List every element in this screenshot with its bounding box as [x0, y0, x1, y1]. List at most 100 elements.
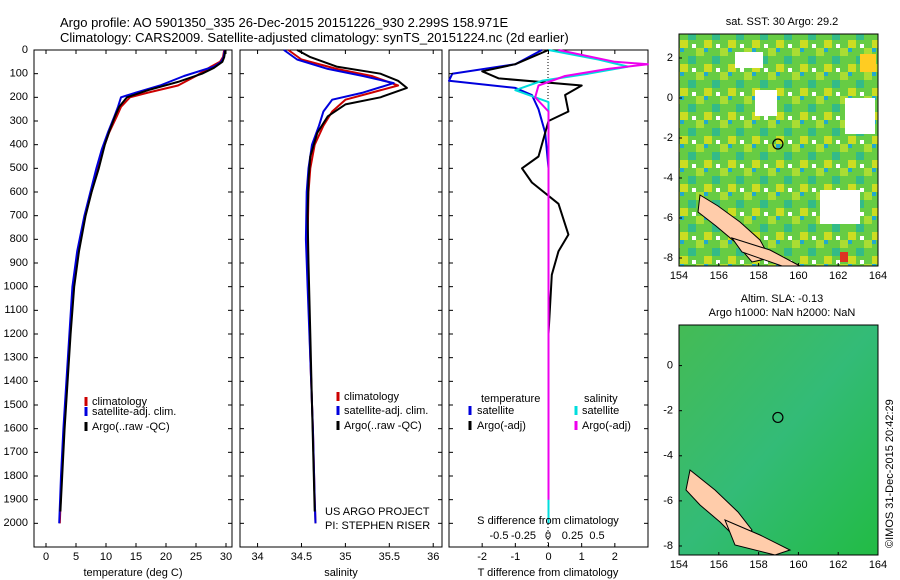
map-y-tick-label: 0: [667, 359, 673, 371]
map-x-tick-label: 162: [829, 270, 847, 282]
map-y-tick-label: -8: [663, 252, 673, 264]
argo-location-marker: [772, 411, 784, 424]
series-line-t-satellite: [448, 49, 550, 524]
cloud-gap: [755, 90, 777, 116]
sla-map-panel: Altim. SLA: -0.13 Argo h1000: NaN h2000:…: [663, 293, 887, 571]
series-line-climatology: [58, 49, 226, 524]
map-x-tick-label: 158: [749, 270, 767, 282]
land-solomon-islands: [724, 519, 792, 556]
temperature-panel: 0 5 10 15 20 25 30 temperature (deg C) climato…: [33, 49, 233, 579]
map-y-tick-label: -2: [663, 132, 673, 144]
map-y-tick-label: 2: [667, 52, 673, 64]
x-tick-label: 10: [100, 551, 112, 563]
x-tick-label: 2: [612, 551, 618, 563]
salinity-panel: 34 34.5 35 35.5 36 salinity climatology sate…: [239, 49, 443, 579]
s-tick-label: -0.25: [511, 530, 536, 542]
temperature-xlabel: temperature (deg C): [83, 567, 182, 579]
depth-tick-label: 800: [10, 233, 28, 245]
legend-header-salinity: salinity: [584, 393, 618, 405]
s-difference-xlabel: S difference from climatology: [477, 515, 619, 527]
sst-map-frame: [678, 33, 879, 267]
temperature-legend: climatology satellite-adj. clim. Argo(..…: [84, 396, 176, 433]
salinity-legend: climatology satellite-adj. clim. Argo(..…: [336, 391, 428, 432]
depth-tick-label: 600: [10, 186, 28, 198]
sla-map-title-2: Argo h1000: NaN h2000: NaN: [709, 307, 856, 319]
credit-text: ©IMOS 31-Dec-2015 20:42:29: [884, 399, 896, 548]
legend-s-satellite: satellite: [582, 405, 619, 417]
legend-argo: Argo(..raw -QC): [92, 421, 170, 433]
x-tick-label: 35.5: [379, 551, 400, 563]
warm-patch: [840, 252, 848, 262]
depth-tick-label: 1800: [4, 470, 28, 482]
header-line-1: Argo profile: AO 5901350_335 26-Dec-2015…: [60, 15, 508, 30]
x-tick-label: 30: [220, 551, 232, 563]
map-y-tick-label: -4: [663, 450, 673, 462]
legend-s-argo: Argo(-adj): [582, 420, 631, 432]
cloud-gap: [735, 52, 763, 68]
depth-tick-label: 0: [22, 44, 28, 56]
depth-tick-label: 100: [10, 68, 28, 80]
sla-map-title-1: Altim. SLA: -0.13: [741, 293, 824, 305]
legend-satellite: satellite-adj. clim.: [92, 406, 176, 418]
legend-t-argo: Argo(-adj): [477, 420, 526, 432]
map-x-tick-label: 160: [789, 270, 807, 282]
depth-tick-label: 1400: [4, 375, 28, 387]
x-tick-label: 34: [251, 551, 263, 563]
depth-tick-label: 200: [10, 91, 28, 103]
x-tick-label: 0: [545, 551, 551, 563]
t-difference-xlabel: T difference from climatology: [478, 567, 619, 579]
series-line-t-argo-adj-: [481, 49, 583, 512]
depth-tick-label: 300: [10, 115, 28, 127]
map-y-tick-label: -6: [663, 495, 673, 507]
cloud-gap: [845, 98, 875, 134]
x-tick-label: 25: [190, 551, 202, 563]
series-line-s-satellite: [514, 49, 630, 524]
map-x-tick-label: 160: [789, 559, 807, 571]
legend-satellite: satellite-adj. clim.: [344, 405, 428, 417]
map-x-tick-label: 164: [869, 559, 887, 571]
depth-tick-label: 1500: [4, 399, 28, 411]
depth-tick-label: 700: [10, 210, 28, 222]
map-y-tick-label: -8: [663, 540, 673, 552]
x-tick-label: 35: [339, 551, 351, 563]
difference-legend: temperature salinity satellite Argo(-adj…: [468, 393, 631, 432]
map-x-tick-label: 162: [829, 559, 847, 571]
project-annotation: US ARGO PROJECT: [325, 506, 430, 518]
map-x-tick-label: 154: [670, 270, 688, 282]
map-y-tick-label: -2: [663, 405, 673, 417]
s-tick-label: 0.5: [589, 530, 604, 542]
x-tick-label: -2: [477, 551, 487, 563]
map-x-tick-label: 164: [869, 270, 887, 282]
pi-annotation: PI: STEPHEN RISER: [325, 520, 430, 532]
map-x-tick-label: 156: [710, 559, 728, 571]
legend-climatology: climatology: [344, 391, 400, 403]
depth-tick-label: 2000: [4, 517, 28, 529]
series-line-argo-raw-qc-: [59, 49, 227, 512]
map-x-tick-label: 158: [749, 559, 767, 571]
sst-field: [679, 34, 878, 266]
s-tick-label: 0: [545, 530, 551, 542]
map-y-tick-label: -4: [663, 172, 673, 184]
series-line-satellite-adj-clim-: [283, 49, 395, 524]
header-line-2: Climatology: CARS2009. Satellite-adjuste…: [60, 30, 569, 45]
sst-map-title: sat. SST: 30 Argo: 29.2: [726, 16, 839, 28]
depth-tick-label: 400: [10, 139, 28, 151]
sla-field: [679, 325, 878, 555]
depth-tick-label: 1100: [4, 304, 28, 316]
series-line-s-argo-adj-: [534, 49, 649, 500]
legend-argo: Argo(..raw -QC): [344, 420, 422, 432]
depth-tick-label: 1700: [4, 446, 28, 458]
series-line-climatology: [287, 49, 400, 524]
series-line-argo-raw-qc-: [296, 49, 408, 512]
difference-panel: -2 -1 0 1 2 -0.5 -0.25 0 0.25 0.5 S difference f…: [448, 49, 649, 579]
legend-header-temperature: temperature: [481, 393, 540, 405]
x-tick-label: 20: [160, 551, 172, 563]
depth-axis: 0 100 200 300 400 500 600 700 800 900 1000 1100 1200…: [4, 44, 28, 529]
legend-t-satellite: satellite: [477, 405, 514, 417]
depth-tick-label: 1900: [4, 494, 28, 506]
x-tick-label: 0: [43, 551, 49, 563]
sla-map-frame: [678, 324, 879, 556]
x-tick-label: 34.5: [291, 551, 312, 563]
depth-tick-label: 1200: [4, 328, 28, 340]
